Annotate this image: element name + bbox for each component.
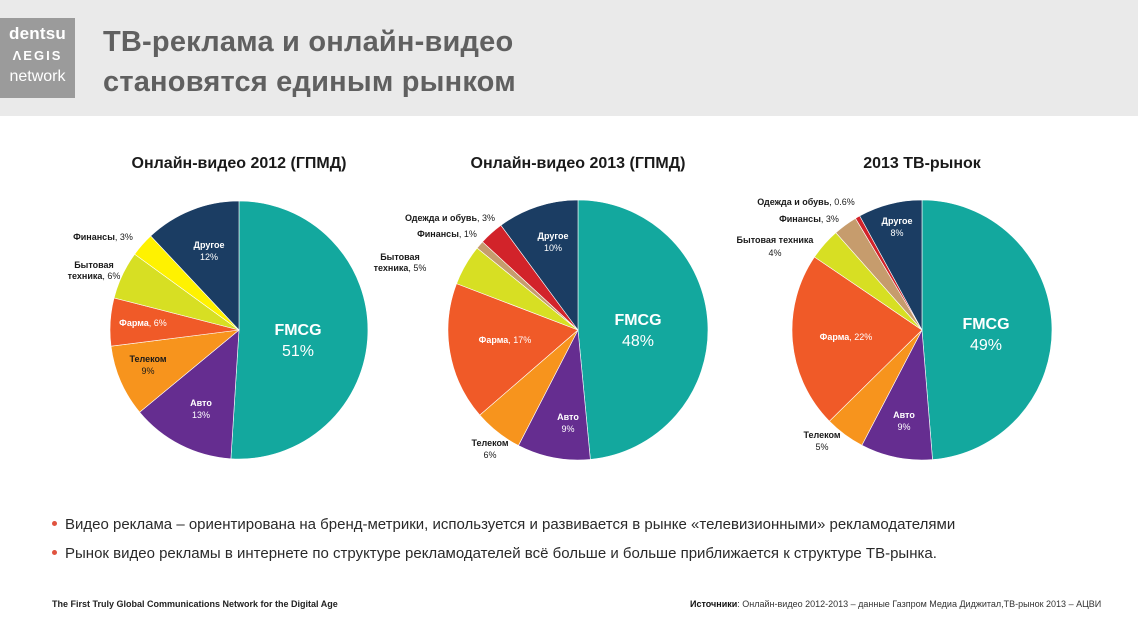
slice-label-other-value: 12% bbox=[200, 252, 218, 262]
slice-label-pharma: Фарма, 6% bbox=[119, 318, 167, 328]
bullet-dot-icon bbox=[52, 549, 57, 555]
slide-title-line1: ТВ-реклама и онлайн-видео bbox=[103, 26, 514, 58]
slice-label-telecom: Телеком bbox=[471, 438, 508, 448]
slice-label-other-value: 10% bbox=[544, 243, 562, 253]
slice-label-fmcg-value: 48% bbox=[622, 333, 654, 350]
chart-title-2013-online: Онлайн-видео 2013 (ГПМД) bbox=[470, 155, 686, 172]
slide-title-line2: становятся единым рынком bbox=[103, 66, 516, 98]
slice-label-auto-value: 9% bbox=[561, 424, 574, 434]
slice-label-fmcg: FMCG bbox=[274, 322, 321, 339]
slice-label-appliances-value: техника, 5% bbox=[374, 263, 427, 273]
slice-label-finance: Финансы, 3% bbox=[73, 232, 133, 242]
slice-label-telecom: Телеком bbox=[129, 354, 166, 364]
logo-line3: network bbox=[9, 68, 66, 85]
chart-title-2013-tv: 2013 ТВ-рынок bbox=[863, 155, 981, 172]
slice-label-pharma: Фарма, 22% bbox=[820, 332, 873, 342]
slice-label-appliances-value: техника, 6% bbox=[68, 271, 121, 281]
pie-slice-other bbox=[500, 199, 579, 331]
slice-label-fmcg-value: 51% bbox=[282, 343, 314, 360]
slice-label-apparel: Одежда и обувь, 0.6% bbox=[757, 197, 855, 207]
slice-label-finance: Финансы, 1% bbox=[417, 229, 477, 239]
slice-label-pharma: Фарма, 17% bbox=[479, 335, 532, 345]
bullet-text: Рынок видео рекламы в интернете по струк… bbox=[65, 545, 937, 562]
sources-text: : Онлайн-видео 2012-2013 – данные Газпро… bbox=[737, 599, 1102, 609]
slice-label-telecom: Телеком bbox=[803, 430, 840, 440]
footer-tagline: The First Truly Global Communications Ne… bbox=[52, 599, 338, 609]
slice-label-other: Другое bbox=[194, 240, 225, 250]
slice-label-telecom-value: 9% bbox=[141, 366, 154, 376]
pie-slice-pharma bbox=[447, 283, 579, 416]
slice-label-other: Другое bbox=[538, 231, 569, 241]
bullet-item: Видео реклама – ориентирована на бренд-м… bbox=[52, 514, 955, 543]
pie-slice-pharma bbox=[791, 256, 923, 422]
pie-slice-other bbox=[859, 199, 923, 331]
slice-label-appliances: Бытовая техника bbox=[737, 235, 815, 245]
slice-label-fmcg: FMCG bbox=[614, 312, 661, 329]
bullet-item: Рынок видео рекламы в интернете по струк… bbox=[52, 543, 955, 572]
header: dentsu ΛEGIS network ТВ-реклама и онлайн… bbox=[0, 0, 1138, 116]
slice-label-appliances: Бытовая bbox=[74, 260, 114, 270]
slice-label-appliances: Бытовая bbox=[380, 252, 420, 262]
bullet-text: Видео реклама – ориентирована на бренд-м… bbox=[65, 516, 956, 533]
slice-label-finance: Финансы, 3% bbox=[779, 214, 839, 224]
pie-slice-fmcg bbox=[921, 199, 1053, 460]
slice-label-fmcg: FMCG bbox=[962, 316, 1009, 333]
slice-label-fmcg-value: 49% bbox=[970, 337, 1002, 354]
bullet-dot-icon bbox=[52, 520, 57, 526]
slice-label-auto: Авто bbox=[557, 412, 579, 422]
slice-label-apparel: Одежда и обувь, 3% bbox=[405, 213, 495, 223]
pie-slice-fmcg bbox=[230, 200, 369, 460]
pie-slice-other bbox=[150, 200, 240, 331]
footer-sources: Источники: Онлайн-видео 2012-2013 – данн… bbox=[690, 599, 1101, 609]
slice-label-auto: Авто bbox=[893, 410, 915, 420]
sources-label: Источники bbox=[690, 599, 738, 609]
chart-title-2012: Онлайн-видео 2012 (ГПМД) bbox=[131, 155, 347, 172]
dentsu-aegis-logo: dentsu ΛEGIS network bbox=[0, 18, 75, 98]
slice-label-auto-value: 9% bbox=[897, 422, 910, 432]
slice-label-other-value: 8% bbox=[890, 228, 903, 238]
slice-label-auto-value: 13% bbox=[192, 410, 210, 420]
logo-line1: dentsu bbox=[9, 24, 66, 43]
slice-label-telecom-value: 5% bbox=[815, 442, 828, 452]
bullet-list: Видео реклама – ориентирована на бренд-м… bbox=[52, 514, 955, 572]
slice-label-appliances-value: 4% bbox=[768, 248, 781, 258]
slice-label-auto: Авто bbox=[190, 398, 212, 408]
logo-line2: ΛEGIS bbox=[12, 48, 63, 63]
slice-label-other: Другое bbox=[882, 216, 913, 226]
pie-slice-auto bbox=[139, 329, 240, 460]
slice-label-telecom-value: 6% bbox=[483, 450, 496, 460]
slide-title: ТВ-реклама и онлайн-видео становятся еди… bbox=[103, 22, 516, 102]
pie-slice-fmcg bbox=[577, 199, 709, 460]
